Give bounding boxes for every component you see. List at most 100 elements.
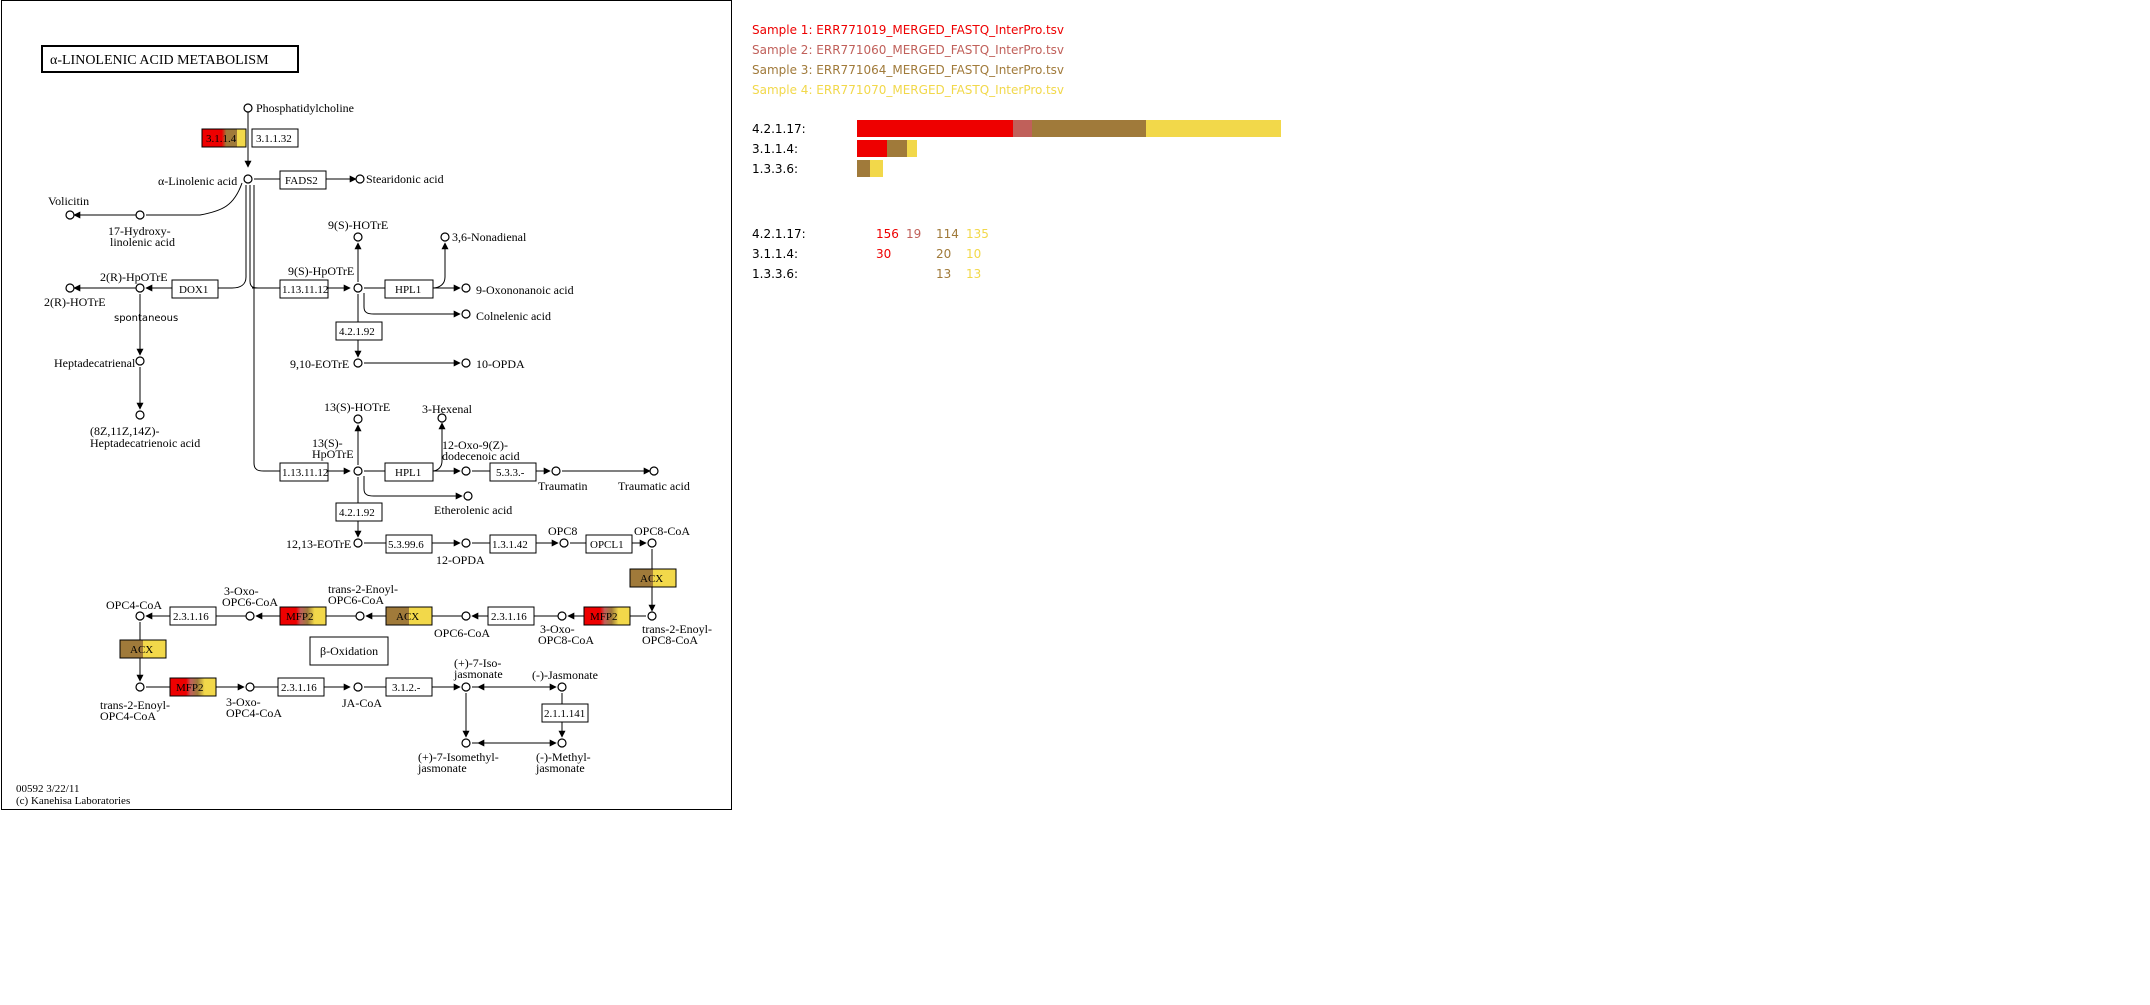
node-oxo-opc6[interactable] [245, 611, 255, 621]
node-trans-opc8[interactable] [647, 611, 657, 621]
node-traumatin[interactable] [551, 466, 561, 476]
svg-text:ACX: ACX [640, 573, 663, 585]
node-iso-jasmonate[interactable] [461, 682, 471, 692]
svg-text:10-OPDA: 10-OPDA [476, 357, 525, 371]
enzyme-3-1-1-32[interactable]: 3.1.1.32 [251, 128, 299, 148]
count-row: 3.1.1.4: 30 20 10 [752, 244, 1352, 264]
svg-text:(+)-7-Iso-: (+)-7-Iso- [454, 656, 501, 670]
svg-text:HpOTrE: HpOTrE [312, 447, 354, 461]
node-hexenal[interactable] [437, 413, 447, 423]
node-12-opda[interactable] [461, 538, 471, 548]
bar-segment [870, 160, 883, 177]
node-volicitin[interactable] [65, 210, 75, 220]
node-traumatic[interactable] [649, 466, 659, 476]
svg-text:(-)-Jasmonate: (-)-Jasmonate [532, 668, 598, 682]
node-9s-hotre[interactable] [353, 232, 363, 242]
node-nonadienal[interactable] [440, 232, 450, 242]
enzyme-1-13-11-12-b[interactable]: 1.13.11.12 [279, 462, 329, 482]
node-opc8-coa[interactable] [647, 538, 657, 548]
pathway-map: α-LINOLENIC ACID METABOLISM [1, 0, 732, 810]
node-13s-hotre[interactable] [353, 414, 363, 424]
node-etherolenic[interactable] [463, 491, 473, 501]
svg-text:4.2.1.92: 4.2.1.92 [339, 326, 375, 338]
bar-segment [1032, 120, 1146, 137]
node-trans-opc6[interactable] [355, 611, 365, 621]
enzyme-1-13-11-12-a[interactable]: 1.13.11.12 [279, 279, 329, 299]
svg-text:1.13.11.12: 1.13.11.12 [282, 284, 328, 296]
enzyme-3-1-1-4[interactable]: 3.1.1.4 [201, 128, 247, 148]
svg-text:2.3.1.16: 2.3.1.16 [173, 611, 209, 623]
svg-text:OPC6-CoA: OPC6-CoA [434, 626, 490, 640]
node-9s-hpotre[interactable] [353, 283, 363, 293]
svg-text:ACX: ACX [396, 611, 419, 623]
enzyme-4-2-1-92-a[interactable]: 4.2.1.92 [335, 321, 383, 341]
enzyme-2-1-1-141[interactable]: 2.1.1.141 [541, 703, 589, 723]
node-heptadecatrienoic[interactable] [135, 410, 145, 420]
svg-text:17-Hydroxy-: 17-Hydroxy- [108, 224, 171, 238]
enzyme-2-3-1-16-a[interactable]: 2.3.1.16 [487, 606, 535, 626]
node-oxo-dodecenoic[interactable] [461, 466, 471, 476]
sample-legend-4: Sample 4: ERR771070_MERGED_FASTQ_InterPr… [752, 83, 1065, 97]
node-12-13-eotre[interactable] [353, 538, 363, 548]
enzyme-hpl1-b[interactable]: HPL1 [384, 462, 434, 482]
node-opc4-coa[interactable] [135, 611, 145, 621]
enzyme-hpl1-a[interactable]: HPL1 [384, 279, 434, 299]
node-stearidonic[interactable] [355, 174, 365, 184]
node-ja-coa[interactable] [353, 682, 363, 692]
svg-text:OPC8-CoA: OPC8-CoA [634, 524, 690, 538]
svg-text:OPC8: OPC8 [548, 524, 577, 538]
node-r-hotre[interactable] [65, 283, 75, 293]
enzyme-3-1-2[interactable]: 3.1.2.- [385, 677, 433, 697]
svg-text:Heptadecatrienal: Heptadecatrienal [54, 356, 136, 370]
node-methyl-jasmonate[interactable] [557, 738, 567, 748]
node-13s-hpotre[interactable] [353, 466, 363, 476]
beta-oxidation-map-link[interactable]: β-Oxidation [309, 636, 389, 666]
node-10-opda[interactable] [461, 358, 471, 368]
enzyme-mfp2-b[interactable]: MFP2 [279, 606, 327, 626]
svg-text:linolenic acid: linolenic acid [110, 235, 175, 249]
node-oxononanoic[interactable] [461, 283, 471, 293]
enzyme-mfp2-a[interactable]: MFP2 [583, 606, 631, 626]
node-oxo-opc8[interactable] [557, 611, 567, 621]
svg-text:OPCL1: OPCL1 [590, 539, 624, 551]
enzyme-dox1[interactable]: DOX1 [171, 279, 219, 299]
enzyme-5-3-99-6[interactable]: 5.3.99.6 [385, 534, 433, 554]
enzyme-acx-c[interactable]: ACX [119, 639, 167, 659]
enzyme-2-3-1-16-b[interactable]: 2.3.1.16 [169, 606, 217, 626]
node-r-hpotre[interactable] [135, 283, 145, 293]
svg-text:MFP2: MFP2 [176, 682, 204, 694]
node-oxo-opc4[interactable] [245, 682, 255, 692]
node-trans-opc4[interactable] [135, 682, 145, 692]
node-opc8[interactable] [559, 538, 569, 548]
svg-text:Heptadecatrienoic acid: Heptadecatrienoic acid [90, 436, 200, 450]
node-hydroxy-linolenic[interactable] [135, 210, 145, 220]
node-colnelenic[interactable] [461, 309, 471, 319]
node-phosphatidylcholine[interactable] [243, 103, 253, 113]
enzyme-mfp2-c[interactable]: MFP2 [169, 677, 217, 697]
count-value: 114 [936, 227, 959, 241]
svg-text:13(S)-HOTrE: 13(S)-HOTrE [324, 400, 390, 414]
count-value: 156 [876, 227, 899, 241]
enzyme-opcl1[interactable]: OPCL1 [585, 534, 633, 554]
enzyme-acx-a[interactable]: ACX [629, 568, 677, 588]
svg-text:2.1.1.141: 2.1.1.141 [544, 708, 585, 720]
node-jasmonate[interactable] [557, 682, 567, 692]
node-heptadecatrienal[interactable] [135, 356, 145, 366]
count-row: 4.2.1.17: 156 19 114 135 [752, 224, 1352, 244]
count-value: 10 [966, 247, 982, 261]
enzyme-fads2[interactable]: FADS2 [279, 170, 327, 190]
node-alpha-linolenic[interactable] [243, 174, 253, 184]
count-row: 1.3.3.6: 13 13 [752, 264, 1352, 284]
svg-text:4.2.1.92: 4.2.1.92 [339, 507, 375, 519]
enzyme-2-3-1-16-c[interactable]: 2.3.1.16 [277, 677, 325, 697]
svg-text:Etherolenic acid: Etherolenic acid [434, 503, 512, 517]
node-isomethyl-jasmonate[interactable] [461, 738, 471, 748]
enzyme-1-3-1-42[interactable]: 1.3.1.42 [489, 534, 537, 554]
enzyme-acx-b[interactable]: ACX [385, 606, 433, 626]
svg-text:Traumatin: Traumatin [538, 479, 588, 493]
enzyme-5-3-3[interactable]: 5.3.3.- [489, 462, 537, 482]
node-9-10-eotre[interactable] [353, 358, 363, 368]
node-opc6-coa[interactable] [461, 611, 471, 621]
bar-category-label: 3.1.1.4: [752, 142, 798, 156]
enzyme-4-2-1-92-b[interactable]: 4.2.1.92 [335, 502, 383, 522]
